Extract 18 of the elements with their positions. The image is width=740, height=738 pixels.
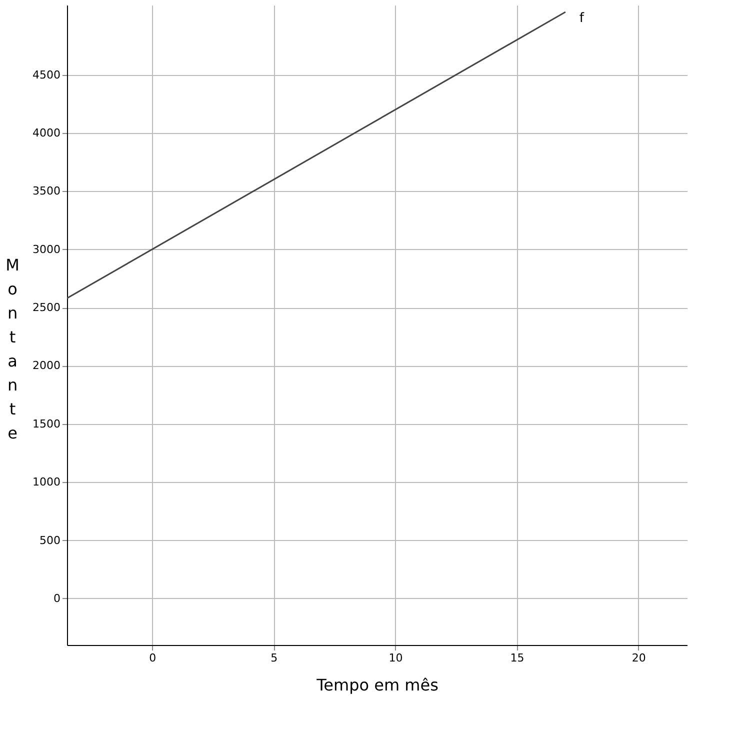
y-tick-label: 3000 [32, 242, 60, 256]
y-tick-label: 4500 [32, 68, 60, 82]
x-tick-label: 10 [388, 652, 403, 664]
x-tick-label: 20 [632, 652, 646, 664]
y-tick-label: 4000 [32, 126, 60, 140]
y-tick-label: 1500 [32, 417, 60, 430]
series-label: f [579, 10, 584, 26]
x-tick-label: 0 [149, 652, 156, 664]
y-tick-label: 2000 [32, 359, 60, 372]
y-tick-label: 500 [40, 534, 60, 547]
x-axis-title: Tempo em mês [316, 676, 438, 694]
y-tick-label: 3500 [32, 184, 60, 198]
y-tick-label: 1000 [32, 476, 60, 489]
x-tick-label: 5 [270, 652, 278, 664]
x-tick-label: 15 [510, 652, 524, 664]
y-tick-label: 0 [54, 592, 60, 605]
y-axis-title: Montante [6, 256, 20, 442]
y-tick-label: 2500 [32, 301, 60, 314]
